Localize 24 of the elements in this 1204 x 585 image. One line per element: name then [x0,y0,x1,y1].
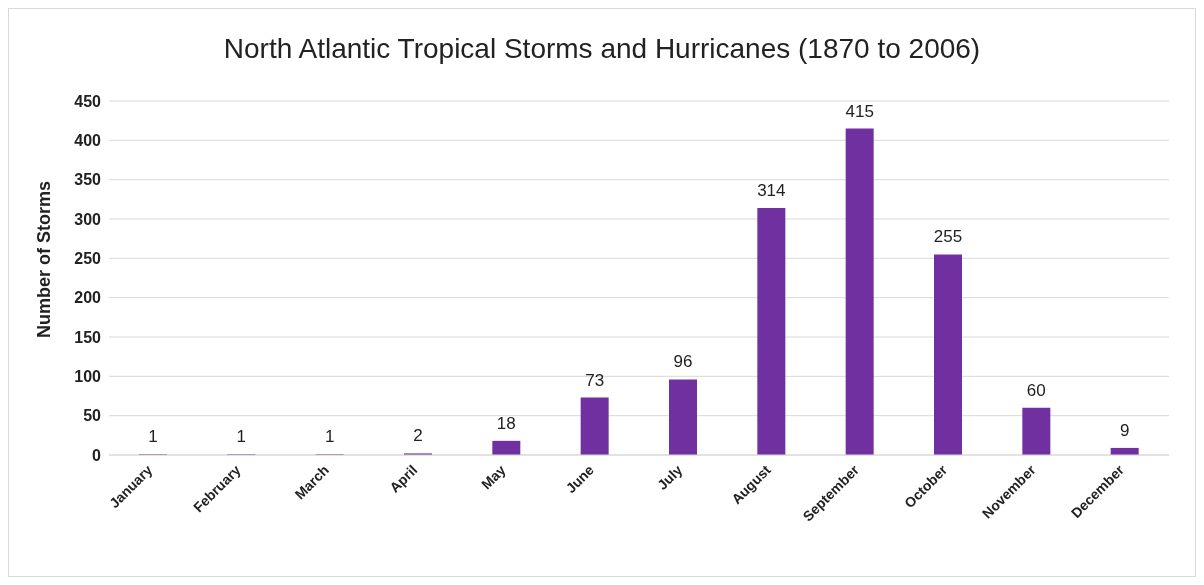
data-label: 1 [236,427,247,447]
data-label: 60 [1026,380,1046,400]
y-tick-label: 100 [74,368,102,386]
data-label: 18 [496,413,516,433]
y-tick-label: 250 [74,250,102,268]
data-label: 1 [324,427,335,447]
data-label: 96 [673,352,693,372]
y-tick-label: 150 [74,328,102,346]
y-axis-title: Number of Storms [34,180,55,338]
data-label: 73 [585,370,605,390]
y-tick-label: 200 [74,289,102,307]
data-label: 9 [1119,420,1130,440]
y-tick-label: 0 [92,446,102,464]
chart-title: North Atlantic Tropical Storms and Hurricanes (1870 to 2006) [222,33,982,65]
y-tick-label: 300 [74,210,102,228]
data-label: 2 [413,426,423,446]
y-tick-label: 400 [74,132,102,150]
data-label: 415 [845,101,874,121]
data-label: 255 [933,227,963,247]
y-tick-label: 350 [74,171,102,189]
data-label: 314 [757,180,786,200]
data-label: 1 [148,427,158,447]
y-tick-label: 50 [83,407,102,425]
y-tick-label: 450 [74,92,102,110]
